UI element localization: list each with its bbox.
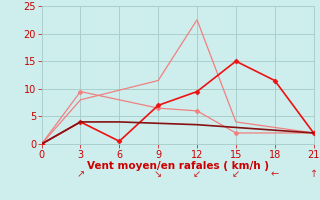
X-axis label: Vent moyen/en rafales ( km/h ): Vent moyen/en rafales ( km/h )	[87, 161, 268, 171]
Text: ↑: ↑	[309, 169, 318, 179]
Text: ↘: ↘	[154, 169, 162, 179]
Text: ←: ←	[271, 169, 279, 179]
Text: ↙: ↙	[232, 169, 240, 179]
Text: ↗: ↗	[76, 169, 84, 179]
Text: ↙: ↙	[193, 169, 201, 179]
